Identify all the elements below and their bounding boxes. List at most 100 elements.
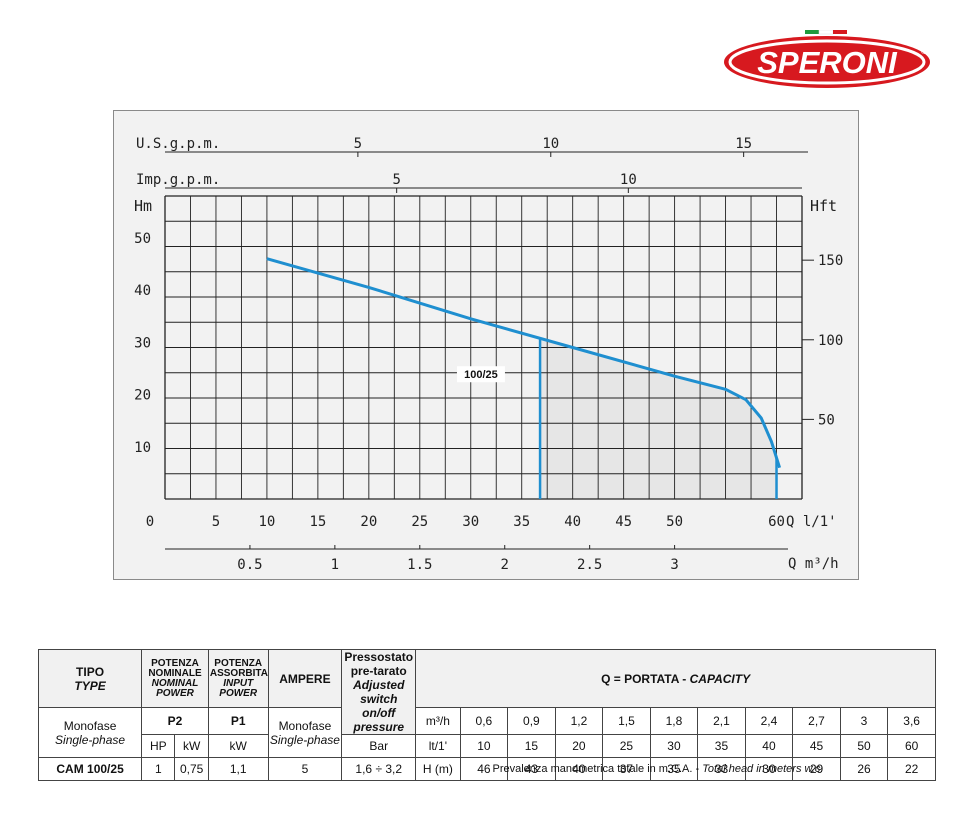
m3h-cell: 0,9	[507, 707, 556, 735]
lt-cell: 35	[697, 734, 746, 758]
usgpm-tick-label: 10	[542, 136, 559, 152]
lt-cell: 25	[602, 734, 651, 758]
bottom-tick-label: 35	[513, 514, 530, 530]
bottom-tick-label: 10	[258, 514, 275, 530]
m3h-cell: 1,5	[602, 707, 651, 735]
m3h-cell: 2,7	[792, 707, 841, 735]
head-cell: 22	[887, 757, 936, 781]
lt-cell: 45	[792, 734, 841, 758]
m3h-tick-label: 1	[331, 557, 339, 573]
registered-mark: ®	[921, 47, 927, 56]
m3h-cell: 3	[839, 707, 889, 735]
head-cell: 35	[649, 757, 699, 781]
m3h-tick-label: 2	[501, 557, 509, 573]
m3h-tick-label: 0.5	[237, 557, 262, 573]
head-cell: 33	[697, 757, 746, 781]
speroni-logo: SPERONI ®	[724, 30, 930, 88]
left-tick-label: 50	[134, 231, 151, 247]
kw-value: 0,75	[174, 757, 209, 781]
m3h-cell: 2,4	[744, 707, 794, 735]
usgpm-axis-label: U.S.g.p.m.	[136, 136, 220, 152]
head-cell: 43	[507, 757, 556, 781]
ampere-phase-cell: Monofase Single-phase	[267, 707, 343, 758]
curve-100-25	[266, 257, 782, 469]
lt-row-label: lt/1'	[415, 734, 461, 758]
kw-label: kW	[174, 734, 209, 758]
usgpm-tick-label: 5	[354, 136, 362, 152]
m3h-axis-label: Q m³/h	[788, 556, 839, 572]
bottom-tick-label: 60	[768, 514, 785, 530]
right-tick-label: 100	[818, 333, 843, 349]
p1-it-label: POTENZA ASSORBITA	[209, 657, 269, 679]
right-tick-label: 50	[818, 412, 835, 428]
lt-cell: 60	[887, 734, 936, 758]
p2-label: P2	[141, 707, 209, 735]
p2-it-label: POTENZA NOMINALE	[148, 657, 202, 679]
phase-cell: Monofase Single-phase	[37, 707, 143, 758]
mono-it-label: Monofase	[63, 718, 117, 733]
bottom-tick-label: 5	[212, 514, 220, 530]
right-axis-label: Hft	[810, 197, 837, 215]
brand-name: SPERONI	[757, 45, 898, 80]
left-axis-label: Hm	[134, 197, 152, 215]
head-row-label: H (m)	[415, 757, 461, 781]
p2-en-label: NOMINAL POWER	[151, 677, 199, 699]
bottom-tick-label: 30	[462, 514, 479, 530]
m3h-cell: 1,2	[554, 707, 604, 735]
head-en-label: Total head in meters w.c.	[702, 763, 824, 775]
lt-cell: 30	[649, 734, 699, 758]
m3h-tick-label: 3	[670, 557, 678, 573]
bottom-tick-label: 20	[360, 514, 377, 530]
hp-label: HP	[141, 734, 176, 758]
bottom-tick-label: 45	[615, 514, 632, 530]
m3h-cell: 2,1	[697, 707, 746, 735]
m3h-tick-label: 2.5	[577, 557, 602, 573]
p2-header-cell: POTENZA NOMINALE NOMINAL POWER	[141, 649, 209, 708]
head-cell: 40	[554, 757, 604, 781]
hp-value: 1	[141, 757, 176, 781]
pump-curve-chart: 100/25 10 20 30 40 50 Hm 50 100 150 Hft 0 5 10 15 20 25 3…	[113, 110, 859, 580]
impgpm-axis-label: Imp.g.p.m.	[136, 172, 220, 188]
bottom-tick-label: 50	[666, 514, 683, 530]
kw-label-p1: kW	[207, 734, 269, 758]
left-tick-label: 40	[134, 283, 151, 299]
bar-label: Bar	[341, 734, 417, 758]
capacity-header-cell: Q = PORTATA - CAPACITY	[415, 649, 936, 708]
mono-it-label-2: Monofase	[278, 718, 332, 733]
m3h-tick-label: 1.5	[407, 557, 432, 573]
p1-en-label: INPUT POWER	[219, 677, 258, 699]
tipo-label: TIPO	[76, 664, 105, 679]
head-cell: 46	[459, 757, 509, 781]
pressure-value: 1,6 ÷ 3,2	[341, 757, 417, 781]
mono-en-label-2: Single-phase	[269, 732, 340, 747]
ampere-value: 5	[267, 757, 343, 781]
head-cell: 29	[792, 757, 841, 781]
impgpm-tick-label: 5	[392, 172, 400, 188]
m3h-cell: 1,8	[649, 707, 699, 735]
bottom-axis-label: Q l/1'	[786, 514, 837, 530]
pressure-en-label: Adjusted switch on/off pressure	[353, 678, 405, 734]
m3h-cell: 0,6	[459, 707, 509, 735]
right-tick-label: 150	[818, 253, 843, 269]
pressure-it-label: Pressostato pre-tarato	[344, 650, 414, 678]
working-range-area	[540, 338, 777, 499]
lt-cell: 15	[507, 734, 556, 758]
left-tick-label: 10	[134, 440, 151, 456]
p1-header-cell: POTENZA ASSORBITA INPUT POWER	[207, 649, 269, 708]
series-label: 100/25	[464, 369, 498, 381]
head-cell: 26	[839, 757, 889, 781]
bottom-tick-label: 15	[309, 514, 326, 530]
lt-cell: 20	[554, 734, 604, 758]
bottom-tick-label: 0	[146, 514, 154, 530]
ampere-header: AMPERE	[267, 649, 343, 708]
left-tick-label: 20	[134, 388, 151, 404]
capacity-en-label: CAPACITY	[689, 671, 751, 686]
type-header-cell: TIPO TYPE	[37, 649, 143, 708]
bottom-tick-label: 40	[564, 514, 581, 530]
lt-cell: 40	[744, 734, 794, 758]
m3h-cell: 3,6	[887, 707, 936, 735]
m3h-row-label: m³/h	[415, 707, 461, 735]
p1-value: 1,1	[207, 757, 269, 781]
usgpm-tick-label: 15	[735, 136, 752, 152]
